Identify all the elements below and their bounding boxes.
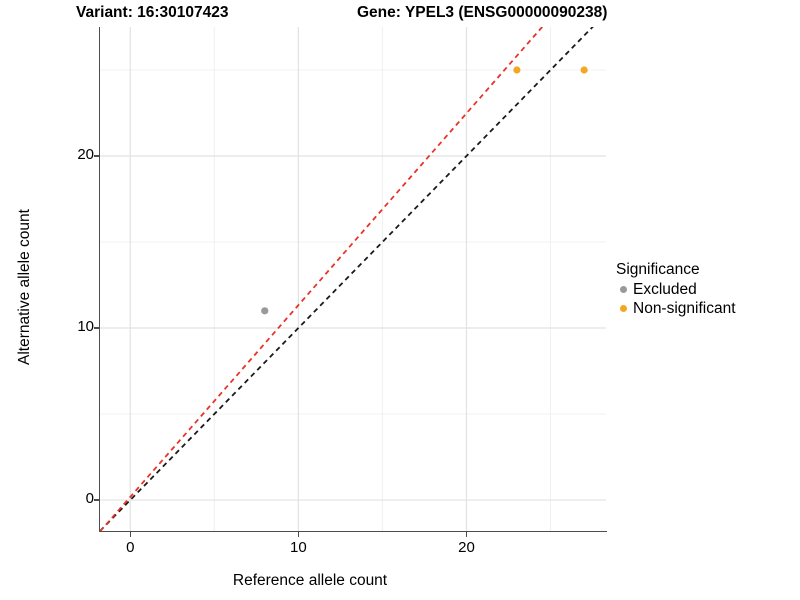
data-point xyxy=(261,307,269,315)
x-tick-label: 10 xyxy=(290,539,307,556)
scatter-points xyxy=(261,66,588,315)
legend-key-swatch xyxy=(616,299,631,318)
gene-title: Gene: YPEL3 (ENSG00000090238) xyxy=(357,4,608,21)
legend-dot-icon xyxy=(620,286,627,293)
x-tick-mark xyxy=(465,532,468,537)
y-tick-label: 0 xyxy=(85,490,94,508)
y-axis-line xyxy=(99,27,101,532)
y-tick-mark xyxy=(94,327,99,329)
x-tick-label: 20 xyxy=(458,539,475,556)
legend-item[interactable]: Non-significant xyxy=(616,299,736,318)
x-axis-title: Reference allele count xyxy=(232,572,388,589)
legend-dot-icon xyxy=(620,305,627,312)
legend-item-label: Excluded xyxy=(633,280,697,298)
minor-gridlines xyxy=(100,27,606,531)
legend: Significance Excluded Non-significant xyxy=(616,261,736,318)
legend-items: Excluded Non-significant xyxy=(616,280,736,318)
y-axis-ticks: 0 10 20 xyxy=(0,0,99,600)
y-tick-label: 10 xyxy=(77,318,94,336)
x-axis-line xyxy=(99,531,607,533)
plot-panel xyxy=(100,27,606,531)
legend-key-swatch xyxy=(616,280,631,299)
identity-line xyxy=(100,27,594,531)
reference-lines xyxy=(100,27,594,531)
major-gridlines xyxy=(100,27,606,531)
x-tick-mark xyxy=(129,532,131,537)
legend-title: Significance xyxy=(616,261,700,278)
y-tick-mark xyxy=(94,155,99,157)
plot-canvas xyxy=(100,27,606,531)
legend-item[interactable]: Excluded xyxy=(616,280,736,299)
data-point xyxy=(513,66,521,74)
x-tick-mark xyxy=(297,532,299,537)
data-point xyxy=(580,66,588,74)
expected-ratio-line xyxy=(100,27,544,531)
y-axis-title: Alternative allele count xyxy=(16,209,33,365)
y-tick-label: 20 xyxy=(77,146,94,163)
x-tick-label: 0 xyxy=(126,539,135,556)
variant-title: Variant: 16:30107423 xyxy=(76,4,229,21)
y-tick-mark xyxy=(94,499,99,501)
legend-item-label: Non-significant xyxy=(633,299,736,317)
